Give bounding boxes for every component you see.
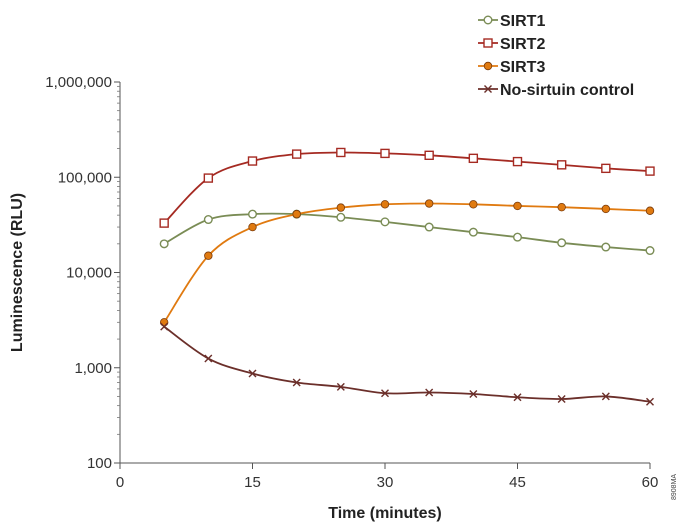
legend-label: SIRT2 xyxy=(500,36,545,53)
legend-marker xyxy=(484,85,492,93)
legend-marker xyxy=(483,61,493,71)
x-tick-label: 45 xyxy=(509,474,526,491)
data-point-sirt3 xyxy=(469,200,478,209)
data-point-sirt3 xyxy=(513,201,522,211)
data-point-no-sirtuin-control xyxy=(469,390,478,399)
data-point-sirt2 xyxy=(291,149,302,159)
axes xyxy=(119,82,650,464)
data-point-sirt2 xyxy=(601,163,611,174)
series-line-sirt2 xyxy=(163,151,651,224)
x-tick-label: 30 xyxy=(377,474,394,491)
series-layer xyxy=(159,147,655,406)
data-point-sirt1 xyxy=(159,239,169,249)
x-axis-ticks: 0 15 30 45 60 xyxy=(116,463,659,491)
series-sirt3 xyxy=(159,199,655,327)
data-point-no-sirtuin-control xyxy=(557,394,566,403)
y-tick-label: 100,000 xyxy=(58,169,112,186)
x-tick-label: 0 xyxy=(116,474,124,491)
data-point-sirt2 xyxy=(424,150,434,160)
legend-marker xyxy=(483,38,493,48)
series-line-no-sirtuin-control xyxy=(163,325,651,403)
data-point-sirt1 xyxy=(424,222,434,232)
legend-label: SIRT3 xyxy=(500,59,545,76)
figure-code-label: 8908MA xyxy=(671,474,678,500)
data-point-sirt3 xyxy=(292,209,301,219)
data-point-sirt1 xyxy=(468,227,478,237)
data-point-no-sirtuin-control xyxy=(381,389,389,398)
data-point-no-sirtuin-control xyxy=(336,382,345,391)
y-axis-title: Luminescence (RLU) xyxy=(9,193,26,352)
series-sirt1 xyxy=(159,209,655,256)
legend-item-sirt2: SIRT2 xyxy=(478,36,545,53)
data-point-sirt2 xyxy=(556,160,567,170)
legend-item-sirt3: SIRT3 xyxy=(478,59,545,76)
legend: SIRT1 SIRT2 SIRT3 No-sirtuin control xyxy=(478,13,634,99)
data-point-no-sirtuin-control xyxy=(601,392,610,401)
data-point-sirt2 xyxy=(203,173,214,183)
data-point-sirt3 xyxy=(336,203,346,212)
data-point-no-sirtuin-control xyxy=(513,393,522,402)
data-point-no-sirtuin-control xyxy=(425,388,434,397)
data-point-no-sirtuin-control xyxy=(160,322,169,331)
data-point-sirt1 xyxy=(380,217,390,227)
data-point-sirt3 xyxy=(601,204,611,214)
data-point-sirt3 xyxy=(380,200,390,209)
data-point-sirt2 xyxy=(247,156,258,166)
data-point-sirt1 xyxy=(336,212,346,222)
data-point-sirt2 xyxy=(468,153,479,164)
data-point-sirt3 xyxy=(645,206,655,215)
data-point-no-sirtuin-control xyxy=(292,378,301,387)
data-point-sirt2 xyxy=(336,147,346,158)
data-point-no-sirtuin-control xyxy=(646,397,654,406)
series-sirt2 xyxy=(159,147,655,228)
legend-marker xyxy=(483,15,493,25)
y-tick-label: 10,000 xyxy=(66,265,112,282)
data-point-sirt1 xyxy=(557,238,567,248)
x-axis-title: Time (minutes) xyxy=(328,505,442,522)
y-axis-ticks: 100 1,000 10,000 100,000 1,000,000 xyxy=(45,74,120,472)
data-point-no-sirtuin-control xyxy=(248,369,257,378)
data-point-sirt2 xyxy=(380,148,390,159)
data-point-sirt1 xyxy=(601,242,611,252)
series-line-sirt1 xyxy=(163,212,651,252)
data-point-no-sirtuin-control xyxy=(204,354,213,363)
data-point-sirt1 xyxy=(645,246,655,256)
legend-item-no-sirtuin-control: No-sirtuin control xyxy=(478,82,634,99)
series-no-sirtuin-control xyxy=(160,322,654,406)
data-point-sirt1 xyxy=(513,232,523,242)
data-point-sirt3 xyxy=(424,199,434,208)
data-point-sirt3 xyxy=(248,222,257,232)
data-point-sirt1 xyxy=(203,215,213,225)
data-point-sirt3 xyxy=(557,202,566,212)
y-tick-label: 100 xyxy=(87,455,112,472)
y-tick-label: 1,000 xyxy=(74,360,112,377)
legend-label: No-sirtuin control xyxy=(500,82,634,99)
data-point-sirt2 xyxy=(645,166,655,176)
legend-label: SIRT1 xyxy=(500,13,545,30)
data-point-sirt3 xyxy=(204,251,213,260)
series-line-sirt3 xyxy=(163,202,651,323)
data-point-sirt2 xyxy=(512,156,523,167)
y-tick-label: 1,000,000 xyxy=(45,74,112,91)
x-tick-label: 60 xyxy=(642,474,659,491)
data-point-sirt1 xyxy=(247,209,257,219)
data-point-sirt2 xyxy=(159,218,169,228)
x-tick-label: 15 xyxy=(244,474,261,491)
legend-item-sirt1: SIRT1 xyxy=(478,13,545,30)
